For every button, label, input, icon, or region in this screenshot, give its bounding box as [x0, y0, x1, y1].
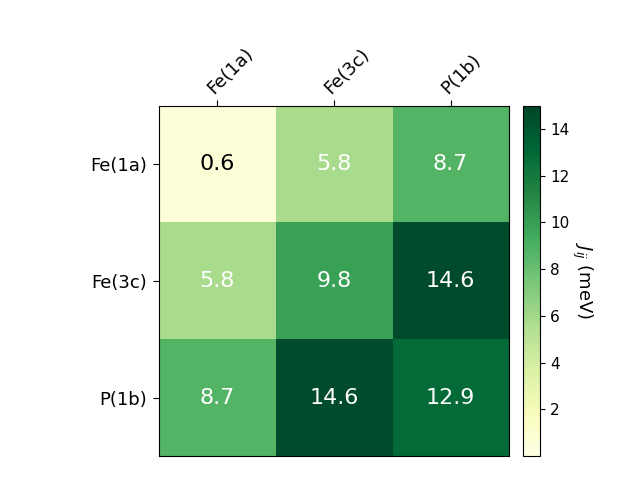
Text: 5.8: 5.8: [199, 271, 235, 291]
Y-axis label: $J_{ij}$ (meV): $J_{ij}$ (meV): [570, 242, 595, 319]
Text: 14.6: 14.6: [309, 388, 358, 408]
Text: 14.6: 14.6: [426, 271, 476, 291]
Text: 0.6: 0.6: [199, 154, 235, 174]
Text: 8.7: 8.7: [433, 154, 468, 174]
Text: 8.7: 8.7: [199, 388, 235, 408]
Text: 12.9: 12.9: [426, 388, 476, 408]
Text: 5.8: 5.8: [316, 154, 351, 174]
Text: 9.8: 9.8: [316, 271, 351, 291]
